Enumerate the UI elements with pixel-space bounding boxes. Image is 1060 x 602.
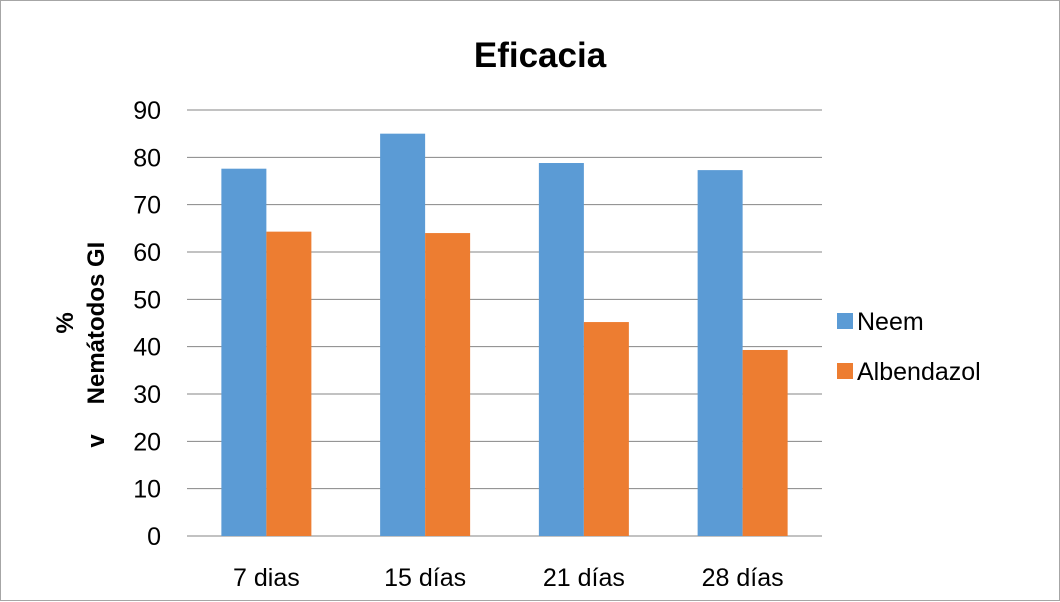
y-tick-label: 40 — [133, 334, 161, 362]
bar-neem-1 — [221, 168, 267, 536]
bar-albendazol-3 — [583, 322, 629, 536]
y-tick-label: 70 — [133, 192, 161, 220]
y-tick-label: 50 — [133, 286, 161, 314]
bar-neem-3 — [538, 163, 584, 536]
y-tick-label: 80 — [133, 144, 161, 172]
y-axis-title: % Nemátodos GI v — [52, 242, 110, 448]
legend-label-neem: Neem — [857, 308, 924, 336]
legend-label-albendazol: Albendazol — [857, 358, 981, 386]
bars — [221, 133, 788, 537]
x-tick-label: 28 días — [702, 564, 784, 592]
y-axis-title-line-1: % — [52, 312, 79, 333]
legend-swatch-neem — [837, 313, 853, 329]
x-tick-label: 21 días — [543, 564, 625, 592]
y-tick-labels: 0 10 20 30 40 50 60 70 80 90 — [133, 97, 161, 551]
chart-title: Eficacia — [474, 36, 607, 75]
y-tick-label: 20 — [133, 428, 161, 456]
legend: Neem Albendazol — [837, 308, 981, 386]
bar-neem-2 — [380, 133, 426, 536]
bar-albendazol-4 — [742, 349, 788, 536]
bar-neem-4 — [697, 170, 743, 536]
y-tick-label: 30 — [133, 381, 161, 409]
bar-albendazol-1 — [266, 231, 312, 536]
x-tick-label: 7 dias — [233, 564, 300, 592]
y-tick-label: 0 — [147, 523, 161, 551]
y-axis-title-line-3: v — [83, 434, 110, 448]
legend-swatch-albendazol — [837, 363, 853, 379]
y-tick-label: 10 — [133, 476, 161, 504]
y-tick-label: 60 — [133, 239, 161, 267]
bar-albendazol-2 — [425, 233, 471, 537]
x-tick-labels: 7 dias 15 días 21 días 28 días — [233, 564, 784, 592]
y-axis-title-line-2: Nemátodos GI — [83, 242, 110, 405]
y-tick-label: 90 — [133, 97, 161, 125]
x-tick-label: 15 días — [384, 564, 466, 592]
